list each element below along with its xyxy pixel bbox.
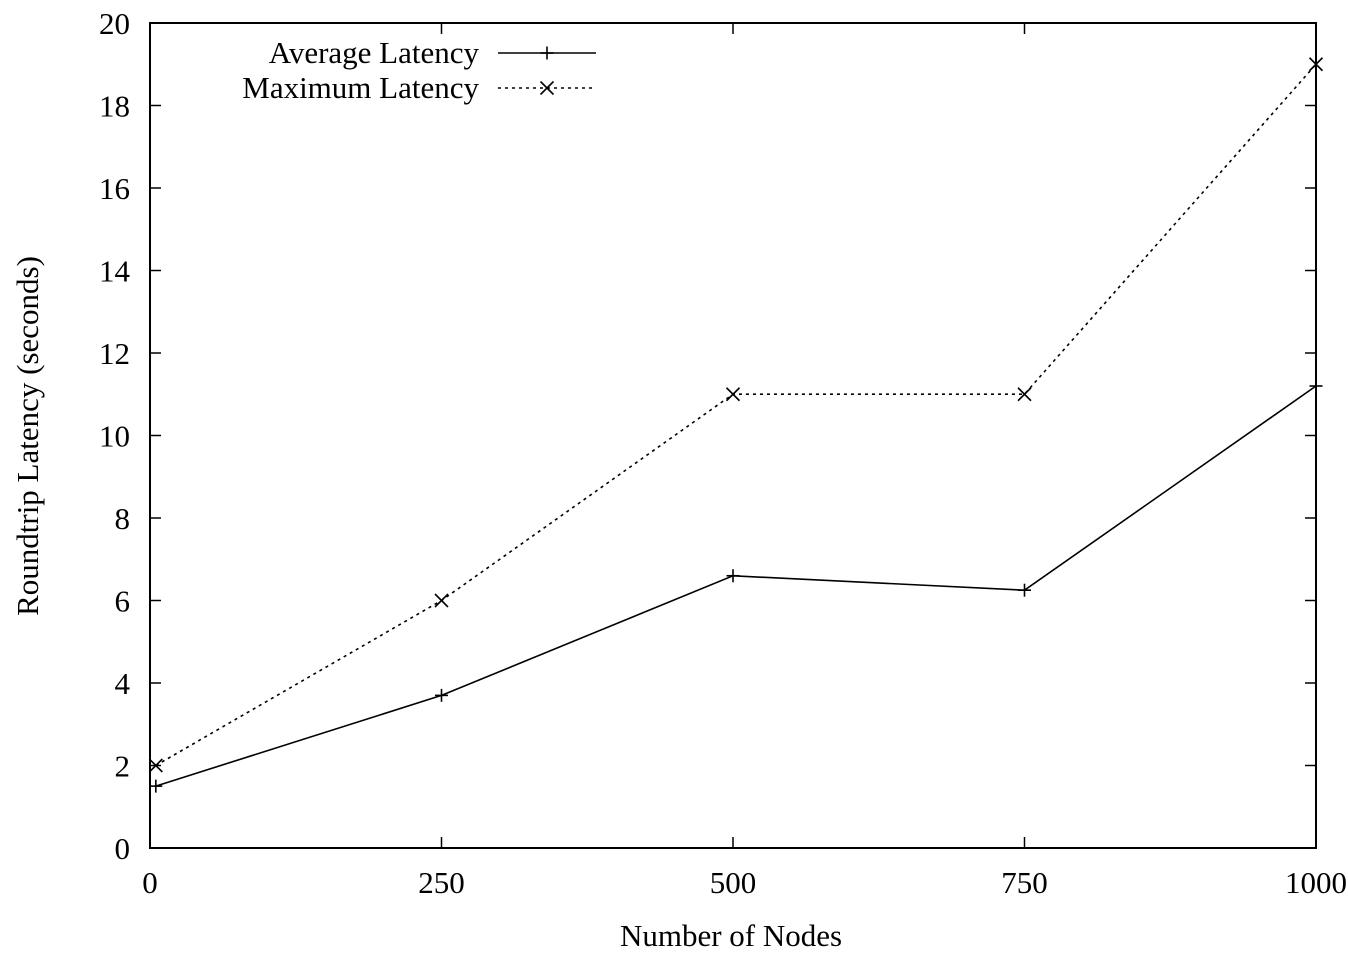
data-point bbox=[1018, 583, 1031, 597]
series-2 bbox=[148, 57, 1324, 773]
legend-label: Maximum Latency bbox=[242, 70, 479, 105]
legend-item: Average Latency bbox=[269, 35, 596, 70]
data-point bbox=[1017, 387, 1032, 402]
y-tick-label: 8 bbox=[115, 501, 131, 536]
y-axis-ticks: 0 2 4 6 8 10 12 14 16 18 20 bbox=[99, 6, 1316, 866]
x-tick-label: 0 bbox=[142, 865, 158, 900]
y-tick-label: 6 bbox=[115, 584, 131, 619]
x-tick-label: 500 bbox=[710, 865, 757, 900]
y-axis-label: Roundtrip Latency (seconds) bbox=[10, 256, 45, 616]
series-line bbox=[155, 63, 1317, 767]
plot-area bbox=[149, 22, 1317, 849]
plot-frame bbox=[149, 22, 1317, 849]
y-tick-label: 12 bbox=[99, 336, 130, 371]
y-tick-label: 16 bbox=[99, 171, 130, 206]
x-tick-label: 1000 bbox=[1285, 865, 1347, 900]
y-tick-label: 10 bbox=[99, 419, 130, 454]
data-point bbox=[435, 688, 448, 702]
y-tick-label: 4 bbox=[115, 666, 131, 701]
series-layer bbox=[148, 57, 1324, 793]
data-point bbox=[1308, 57, 1324, 72]
legend-marker bbox=[540, 46, 554, 60]
data-point bbox=[725, 387, 741, 402]
data-point bbox=[148, 758, 163, 773]
y-tick-label: 20 bbox=[99, 6, 130, 41]
series-1 bbox=[149, 379, 1323, 793]
series-line bbox=[155, 385, 1317, 787]
data-point bbox=[434, 593, 449, 608]
data-point bbox=[726, 569, 740, 583]
x-axis-ticks: 0 250 500 750 1000 bbox=[142, 23, 1347, 900]
legend-label: Average Latency bbox=[269, 35, 480, 70]
x-tick-label: 750 bbox=[1001, 865, 1048, 900]
x-axis-label: Number of Nodes bbox=[620, 918, 842, 953]
y-tick-label: 0 bbox=[115, 831, 131, 866]
legend-marker bbox=[539, 80, 555, 96]
data-point bbox=[1309, 379, 1323, 393]
y-tick-label: 14 bbox=[99, 254, 131, 289]
x-tick-label: 250 bbox=[418, 865, 465, 900]
legend-item: Maximum Latency bbox=[242, 70, 596, 105]
y-tick-label: 2 bbox=[115, 749, 131, 784]
data-point bbox=[149, 779, 163, 793]
y-tick-label: 18 bbox=[99, 89, 130, 124]
